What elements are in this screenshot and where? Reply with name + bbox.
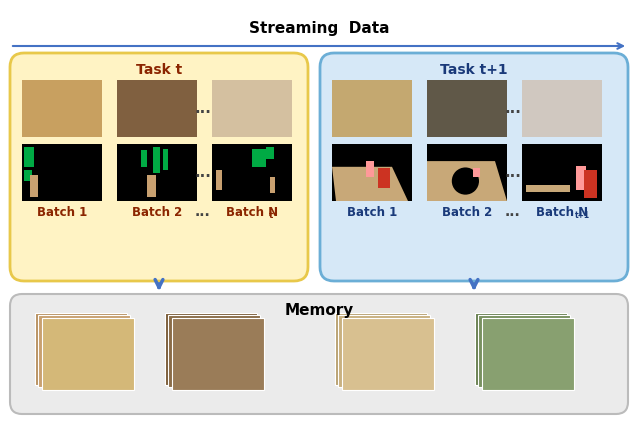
Text: Batch 1: Batch 1 (347, 206, 397, 219)
Text: Batch 2: Batch 2 (442, 206, 492, 219)
Bar (473, 168, 480, 177)
Text: t+1: t+1 (574, 211, 590, 219)
Text: Batch N: Batch N (536, 206, 588, 219)
Bar (267, 147, 274, 160)
Bar (482, 318, 574, 390)
Bar (378, 168, 390, 188)
Bar (427, 144, 507, 201)
Bar (584, 170, 597, 198)
Text: Batch 1: Batch 1 (37, 206, 87, 219)
Bar (141, 150, 147, 167)
FancyBboxPatch shape (10, 294, 628, 414)
Bar (270, 177, 275, 193)
Circle shape (452, 168, 479, 195)
Polygon shape (427, 161, 507, 201)
Bar (332, 80, 412, 137)
Text: Task t+1: Task t+1 (440, 63, 508, 77)
Bar (35, 313, 127, 385)
Bar (342, 318, 434, 390)
Bar (576, 166, 586, 189)
Bar (478, 315, 570, 387)
Bar (24, 170, 32, 181)
Bar (165, 313, 257, 385)
Bar (475, 313, 567, 385)
Bar (172, 318, 264, 390)
Bar (24, 147, 34, 167)
Text: Batch 2: Batch 2 (132, 206, 182, 219)
Bar (366, 161, 375, 177)
Bar (22, 144, 102, 201)
Bar (42, 318, 134, 390)
Bar (427, 80, 507, 137)
Bar (153, 147, 160, 173)
Bar (117, 80, 197, 137)
Bar (22, 80, 102, 137)
Text: Task t: Task t (136, 63, 182, 77)
Bar (168, 315, 260, 387)
Bar (252, 149, 267, 167)
Bar (526, 185, 570, 192)
Text: Streaming  Data: Streaming Data (249, 21, 389, 35)
Text: Memory: Memory (285, 303, 353, 319)
Bar (216, 170, 223, 189)
Bar (332, 144, 412, 201)
Bar (335, 313, 427, 385)
Text: ...: ... (195, 101, 211, 116)
Text: ...: ... (505, 205, 521, 219)
FancyBboxPatch shape (320, 53, 628, 281)
Text: Batch N: Batch N (226, 206, 278, 219)
Text: ...: ... (195, 205, 211, 219)
Bar (117, 144, 197, 201)
Bar (147, 176, 156, 197)
Bar (522, 144, 602, 201)
Bar (163, 149, 168, 170)
Polygon shape (332, 167, 408, 201)
Bar (212, 80, 292, 137)
Bar (38, 315, 130, 387)
Bar (30, 176, 38, 197)
Bar (338, 315, 430, 387)
Text: t: t (269, 211, 273, 219)
Text: ...: ... (505, 101, 521, 116)
FancyBboxPatch shape (10, 53, 308, 281)
Bar (212, 144, 292, 201)
Text: ...: ... (505, 165, 521, 180)
Bar (522, 80, 602, 137)
Text: ...: ... (195, 165, 211, 180)
